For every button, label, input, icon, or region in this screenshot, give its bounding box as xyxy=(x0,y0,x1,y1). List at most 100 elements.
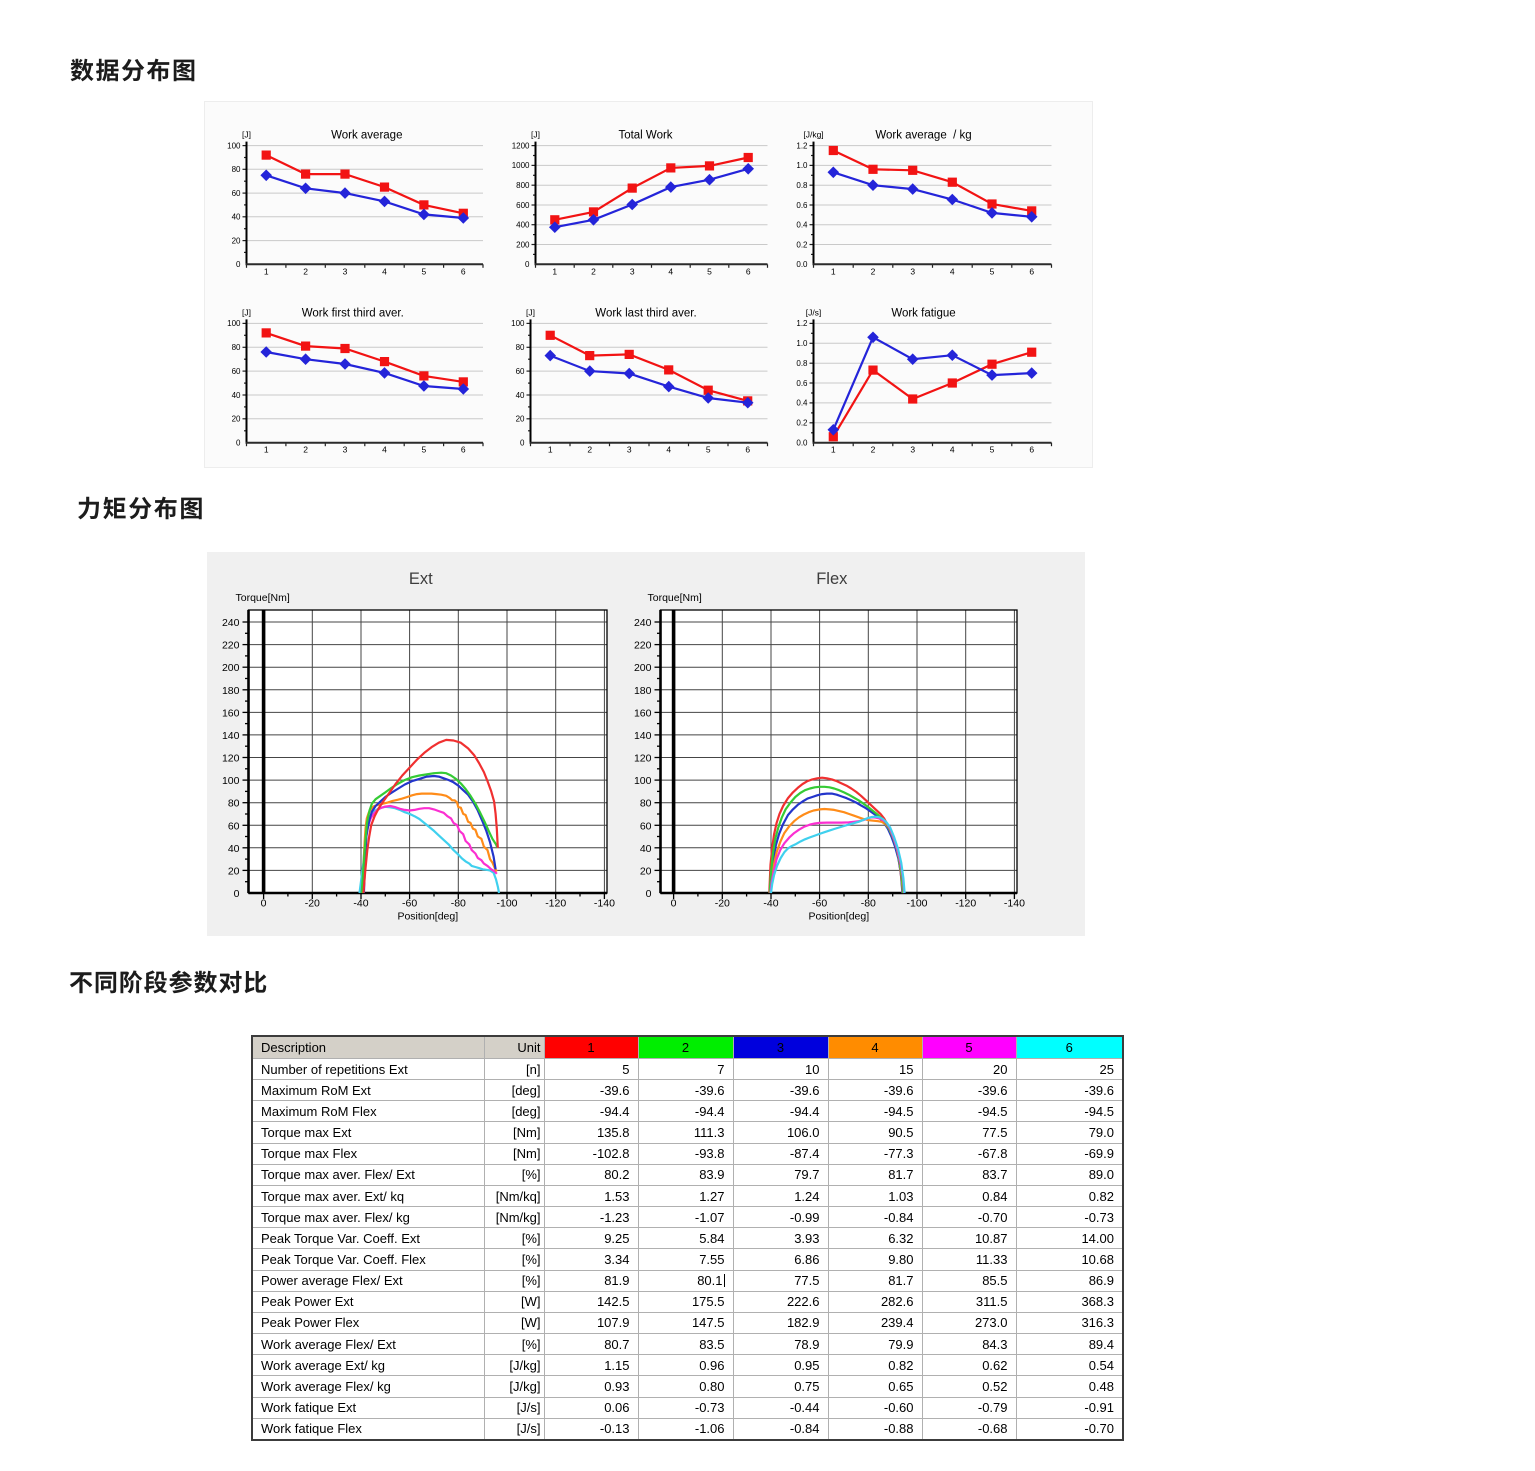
svg-text:100: 100 xyxy=(511,319,525,328)
svg-text:Work last third aver.: Work last third aver. xyxy=(595,307,696,319)
svg-text:220: 220 xyxy=(222,640,240,652)
svg-text:6: 6 xyxy=(1029,445,1034,455)
svg-text:-100: -100 xyxy=(906,898,927,910)
svg-text:40: 40 xyxy=(232,213,241,222)
svg-text:Work first third aver.: Work first third aver. xyxy=(302,307,404,319)
svg-text:1: 1 xyxy=(552,266,557,276)
svg-text:800: 800 xyxy=(516,181,530,190)
svg-text:Position[deg]: Position[deg] xyxy=(397,911,458,923)
svg-text:200: 200 xyxy=(222,662,240,674)
svg-text:140: 140 xyxy=(634,730,652,742)
svg-text:4: 4 xyxy=(668,266,673,276)
svg-text:5: 5 xyxy=(990,266,995,276)
svg-text:60: 60 xyxy=(516,367,525,376)
svg-text:1: 1 xyxy=(548,445,553,455)
svg-text:20: 20 xyxy=(640,865,652,877)
svg-text:Ext: Ext xyxy=(409,570,433,588)
svg-text:6: 6 xyxy=(461,445,466,455)
svg-text:40: 40 xyxy=(232,391,241,400)
svg-text:60: 60 xyxy=(232,367,241,376)
svg-text:3: 3 xyxy=(343,445,348,455)
svg-text:Torque[Nm]: Torque[Nm] xyxy=(236,592,290,604)
svg-text:5: 5 xyxy=(422,445,427,455)
svg-text:100: 100 xyxy=(227,141,241,150)
svg-text:80: 80 xyxy=(232,165,241,174)
svg-text:80: 80 xyxy=(640,798,652,810)
svg-text:1: 1 xyxy=(264,445,269,455)
svg-text:0: 0 xyxy=(646,888,652,900)
svg-text:240: 240 xyxy=(634,617,652,629)
svg-text:6: 6 xyxy=(1029,266,1034,276)
svg-text:220: 220 xyxy=(634,640,652,652)
svg-text:1.2: 1.2 xyxy=(796,319,808,328)
svg-text:0: 0 xyxy=(671,898,677,910)
svg-text:1: 1 xyxy=(264,266,269,276)
svg-text:180: 180 xyxy=(634,685,652,697)
svg-text:-40: -40 xyxy=(353,898,368,910)
svg-text:0: 0 xyxy=(520,439,525,448)
svg-text:-80: -80 xyxy=(861,898,876,910)
svg-text:0.0: 0.0 xyxy=(796,260,808,269)
svg-text:0.6: 0.6 xyxy=(796,201,808,210)
svg-text:0.2: 0.2 xyxy=(796,240,808,249)
svg-text:Work fatigue: Work fatigue xyxy=(891,307,955,319)
svg-text:2: 2 xyxy=(871,266,876,276)
svg-text:Work average: Work average xyxy=(331,130,402,142)
svg-text:Total Work: Total Work xyxy=(618,130,672,142)
svg-text:2: 2 xyxy=(591,266,596,276)
svg-text:0.2: 0.2 xyxy=(796,419,808,428)
svg-text:-60: -60 xyxy=(812,898,827,910)
svg-text:5: 5 xyxy=(422,266,427,276)
svg-text:3: 3 xyxy=(910,445,915,455)
svg-text:160: 160 xyxy=(634,707,652,719)
svg-text:-20: -20 xyxy=(305,898,320,910)
svg-text:0: 0 xyxy=(236,439,241,448)
svg-text:0: 0 xyxy=(261,898,267,910)
svg-text:4: 4 xyxy=(382,445,387,455)
svg-text:-120: -120 xyxy=(545,898,566,910)
svg-text:0.8: 0.8 xyxy=(796,359,808,368)
svg-text:-80: -80 xyxy=(451,898,466,910)
svg-text:5: 5 xyxy=(706,445,711,455)
svg-text:3: 3 xyxy=(910,266,915,276)
svg-text:Position[deg]: Position[deg] xyxy=(808,911,869,923)
svg-text:[J]: [J] xyxy=(526,307,535,317)
svg-text:4: 4 xyxy=(382,266,387,276)
svg-text:6: 6 xyxy=(745,445,750,455)
svg-text:2: 2 xyxy=(871,445,876,455)
svg-text:2: 2 xyxy=(303,445,308,455)
svg-text:-40: -40 xyxy=(763,898,778,910)
svg-text:0: 0 xyxy=(236,260,241,269)
svg-text:3: 3 xyxy=(343,266,348,276)
svg-text:60: 60 xyxy=(232,189,241,198)
svg-text:80: 80 xyxy=(228,798,240,810)
svg-text:3: 3 xyxy=(627,445,632,455)
svg-text:-20: -20 xyxy=(715,898,730,910)
svg-text:60: 60 xyxy=(640,820,652,832)
svg-text:0.6: 0.6 xyxy=(796,379,808,388)
svg-text:5: 5 xyxy=(707,266,712,276)
svg-text:400: 400 xyxy=(516,221,530,230)
svg-text:20: 20 xyxy=(232,415,241,424)
svg-text:100: 100 xyxy=(634,775,652,787)
svg-text:4: 4 xyxy=(950,445,955,455)
svg-text:80: 80 xyxy=(232,343,241,352)
svg-text:20: 20 xyxy=(232,236,241,245)
svg-text:40: 40 xyxy=(516,391,525,400)
svg-text:100: 100 xyxy=(227,319,241,328)
svg-text:5: 5 xyxy=(990,445,995,455)
svg-text:6: 6 xyxy=(461,266,466,276)
svg-text:4: 4 xyxy=(950,266,955,276)
svg-text:1.0: 1.0 xyxy=(796,161,808,170)
svg-text:100: 100 xyxy=(222,775,240,787)
svg-text:-120: -120 xyxy=(955,898,976,910)
svg-text:2: 2 xyxy=(303,266,308,276)
svg-text:-140: -140 xyxy=(1004,898,1025,910)
svg-text:Work average / kg: Work average / kg xyxy=(875,130,971,142)
svg-text:0.8: 0.8 xyxy=(796,181,808,190)
svg-text:40: 40 xyxy=(228,843,240,855)
svg-text:0: 0 xyxy=(234,888,240,900)
svg-text:4: 4 xyxy=(666,445,671,455)
svg-text:200: 200 xyxy=(634,662,652,674)
svg-text:1.2: 1.2 xyxy=(796,141,808,150)
